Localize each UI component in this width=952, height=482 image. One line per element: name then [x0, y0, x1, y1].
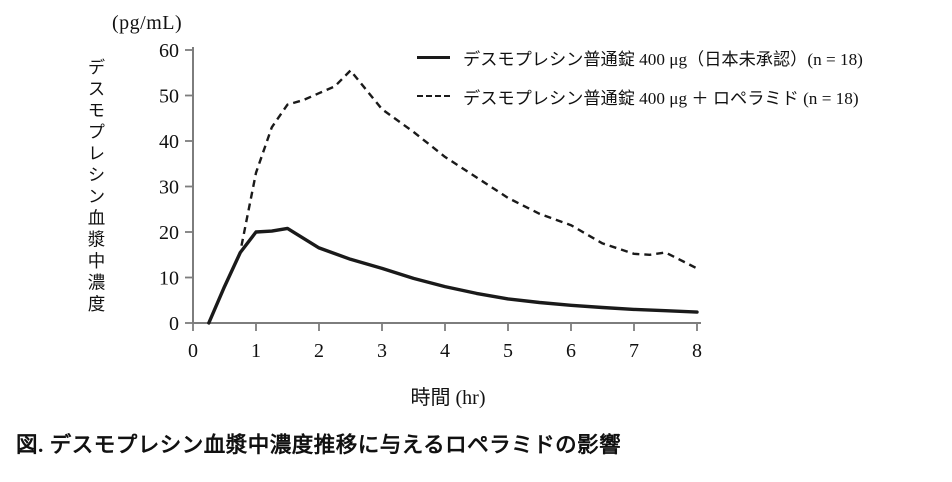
solid-line-swatch-icon: [417, 55, 450, 59]
x-tick-label: 3: [377, 340, 387, 362]
legend-item-dashed: デスモプレシン普通錠 400 μg ＋ ロペラミド (n = 18): [417, 83, 863, 109]
y-tick-label: 50: [159, 86, 179, 108]
legend: デスモプレシン普通錠 400 μg（日本未承認）(n = 18) デスモプレシン…: [417, 44, 863, 122]
legend-label-solid: デスモプレシン普通錠 400 μg（日本未承認）(n = 18): [463, 49, 863, 69]
series-group: [207, 69, 699, 325]
x-tick-label: 1: [251, 340, 261, 362]
y-tick-label: 30: [159, 177, 179, 199]
x-tick-label: 7: [629, 340, 639, 362]
y-tick-label: 40: [159, 131, 179, 153]
y-tick-label: 0: [169, 313, 179, 335]
plot-svg: 0 1 2 3 4 5 6 7 8 0 10 20 30 40 50 60: [159, 40, 702, 362]
x-tick-label: 2: [314, 340, 324, 362]
y-tick-label: 20: [159, 222, 179, 244]
legend-label-dashed: デスモプレシン普通錠 400 μg ＋ ロペラミド (n = 18): [463, 88, 859, 108]
x-tick-label: 5: [503, 340, 513, 362]
x-tick-label: 6: [566, 340, 576, 362]
y-axis-units-label: (pg/mL): [112, 12, 183, 34]
axes-group: 0 1 2 3 4 5 6 7 8 0 10 20 30 40 50 60: [159, 40, 702, 362]
x-tick-label: 8: [692, 340, 702, 362]
series-line-solid: [207, 226, 699, 325]
x-tick-label: 0: [188, 340, 198, 362]
y-tick-label: 10: [159, 268, 179, 290]
y-axis-title: デスモプレシン血漿中濃度: [86, 58, 106, 316]
y-tick-label: 60: [159, 40, 179, 62]
legend-item-solid: デスモプレシン普通錠 400 μg（日本未承認）(n = 18): [417, 44, 863, 70]
x-tick-label: 4: [440, 340, 450, 362]
figure-caption: 図. デスモプレシン血漿中濃度推移に与えるロペラミドの影響: [16, 433, 622, 457]
x-axis-title: 時間 (hr): [410, 387, 486, 409]
dashed-line-swatch-icon: [417, 95, 450, 97]
